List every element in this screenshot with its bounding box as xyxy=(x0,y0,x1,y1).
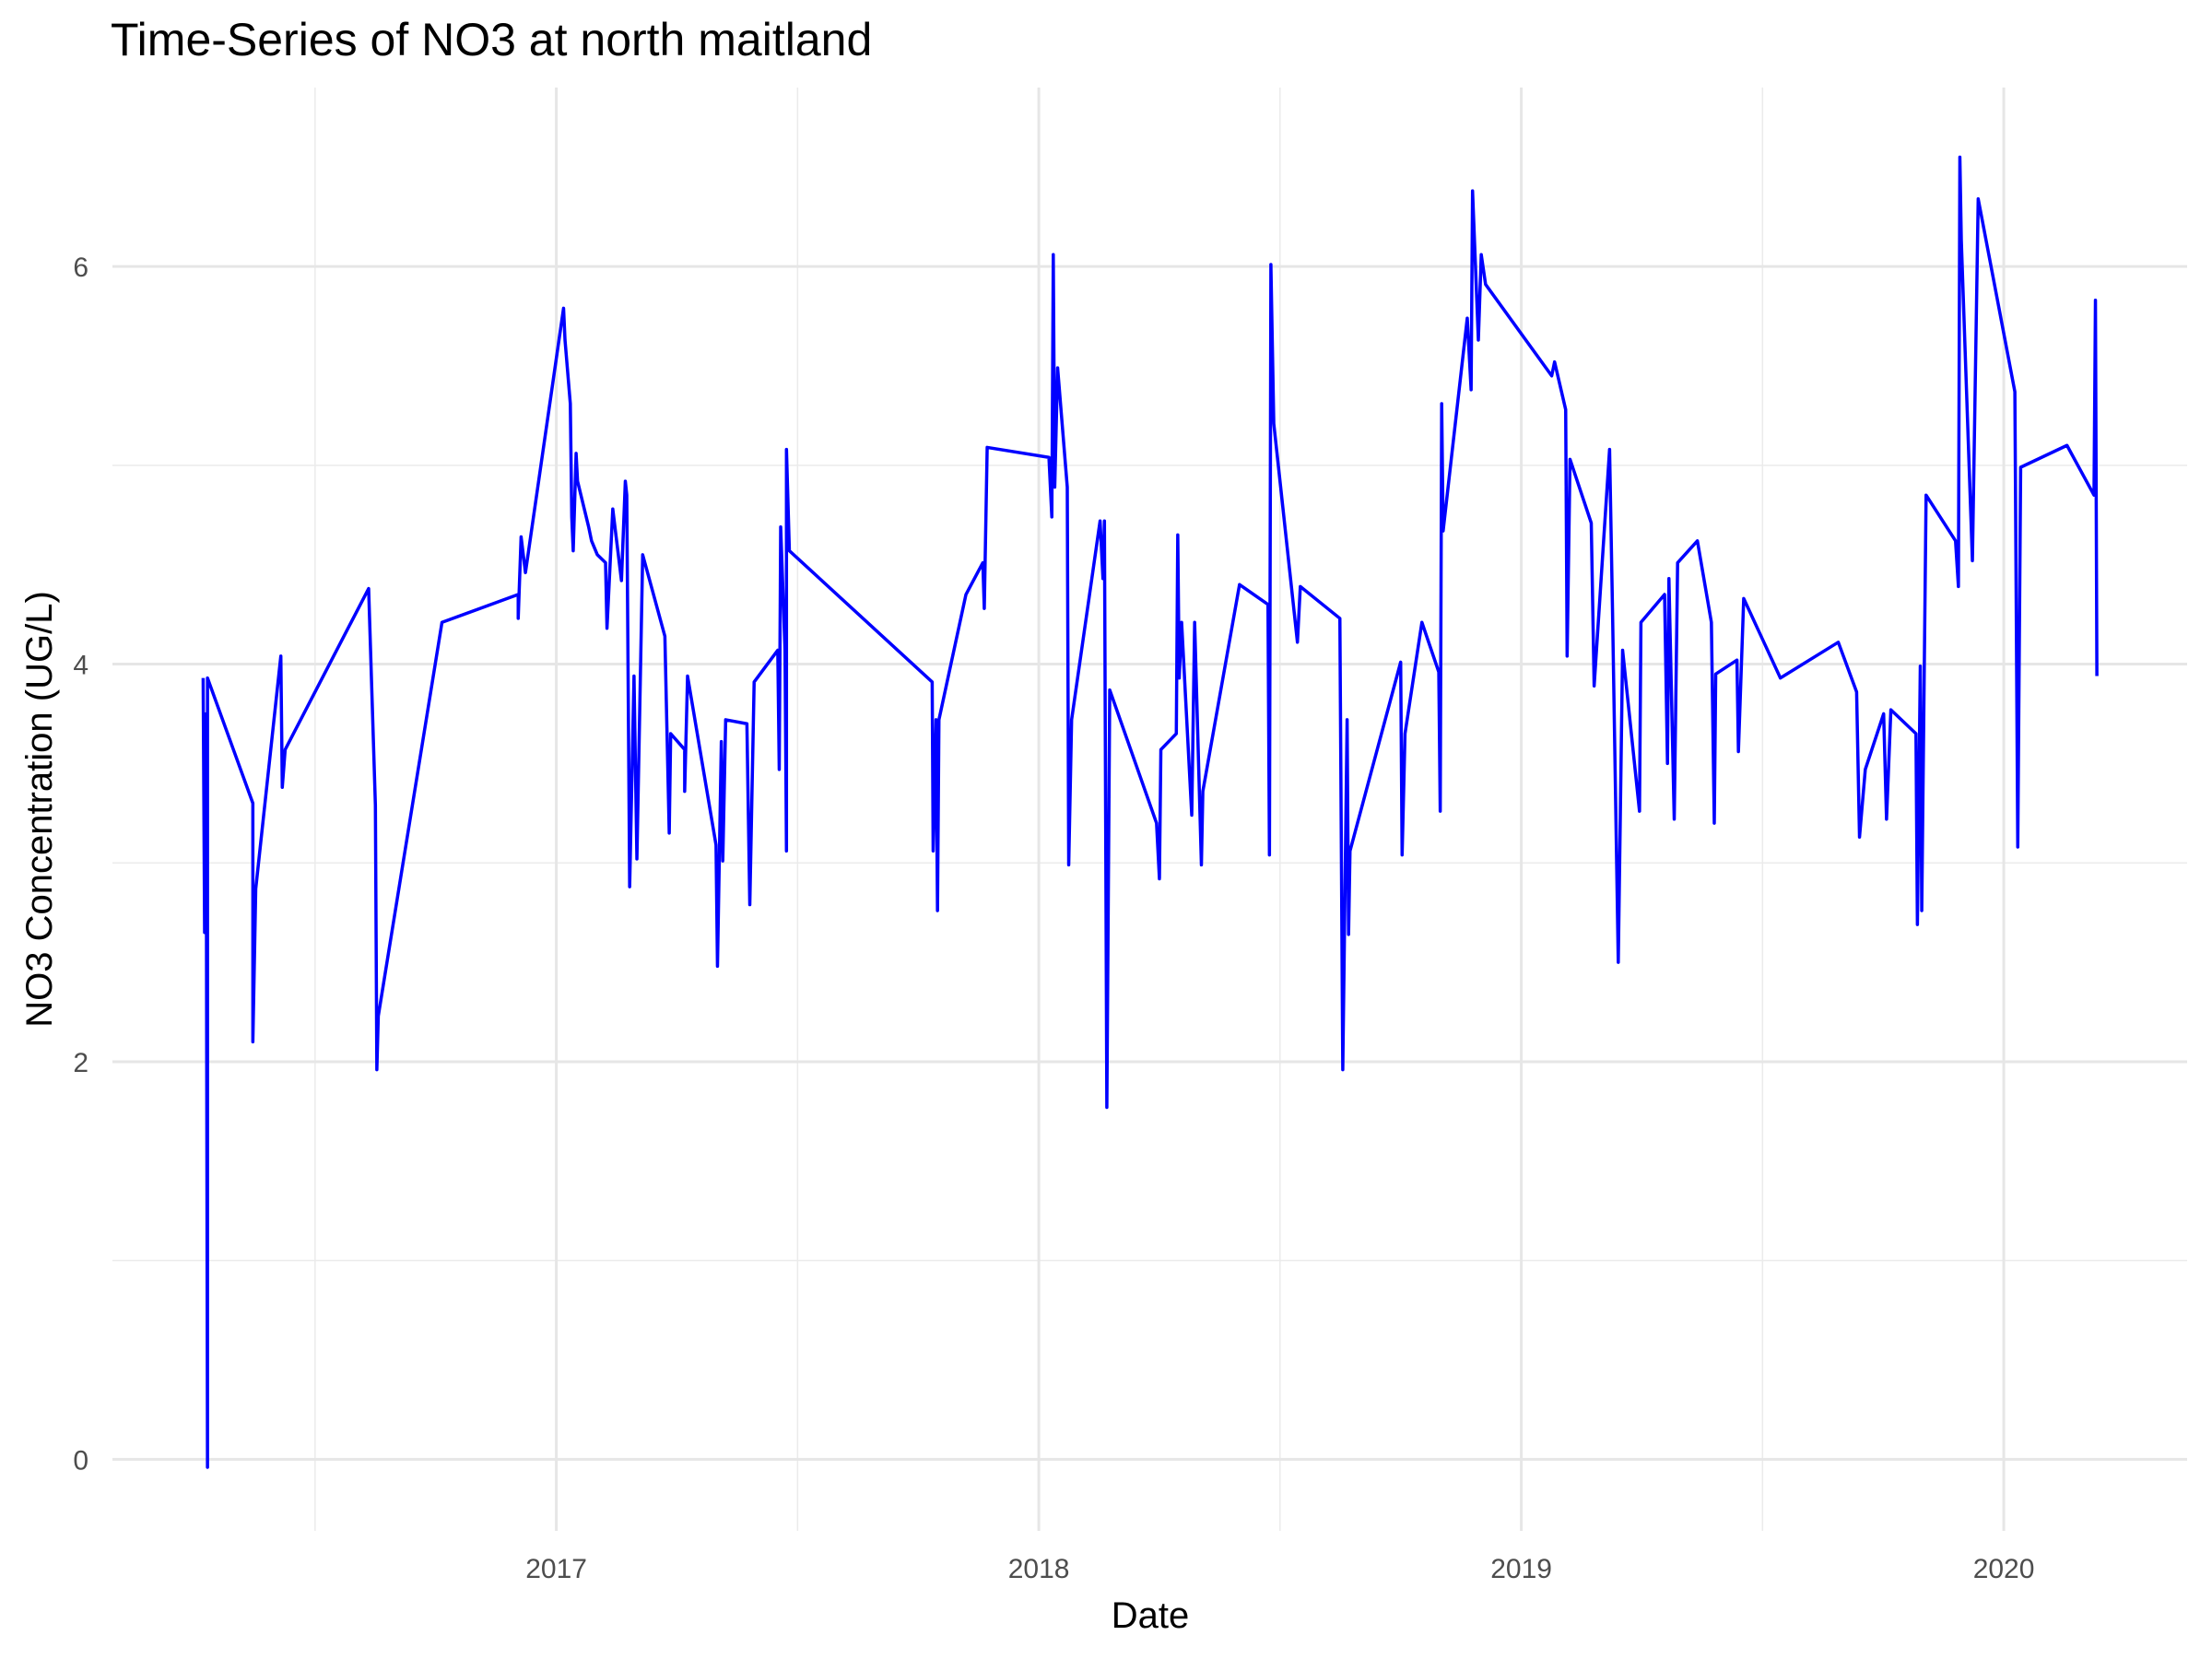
chart-title: Time-Series of NO3 at north maitland xyxy=(111,14,872,65)
y-tick-label: 0 xyxy=(73,1445,88,1476)
data-line xyxy=(201,155,2099,1469)
x-axis-title: Date xyxy=(1112,1595,1190,1636)
x-tick-label: 2018 xyxy=(1008,1554,1070,1584)
y-tick-label: 2 xyxy=(73,1048,88,1078)
x-tick-label: 2017 xyxy=(525,1554,587,1584)
grid xyxy=(112,88,2187,1531)
x-tick-label: 2020 xyxy=(1973,1554,2035,1584)
y-axis-title: NO3 Concentration (UG/L) xyxy=(19,591,60,1028)
y-tick-label: 4 xyxy=(73,651,88,681)
y-tick-label: 6 xyxy=(73,253,88,283)
x-tick-label: 2019 xyxy=(1490,1554,1552,1584)
